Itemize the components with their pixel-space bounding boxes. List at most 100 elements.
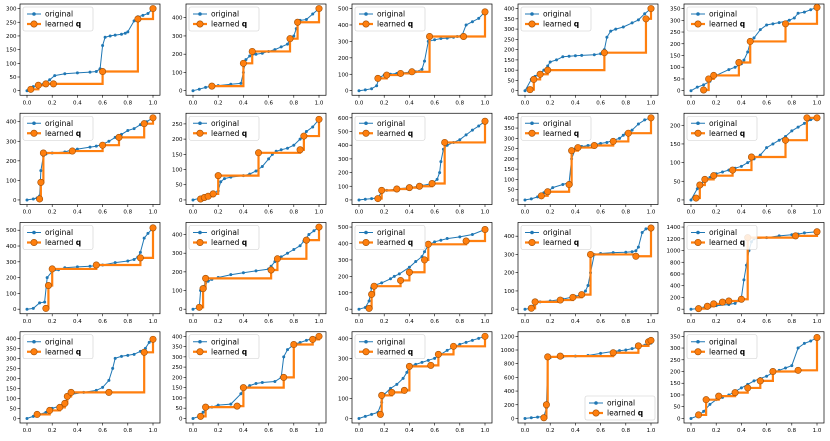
original-point <box>536 415 540 419</box>
learned-q-point <box>756 377 764 385</box>
y-tick-label: 600 <box>338 116 349 122</box>
learned-q-point <box>99 68 107 76</box>
x-tick-label: 0.6 <box>264 428 273 434</box>
learned-q-point <box>115 133 123 141</box>
original-point <box>286 348 289 352</box>
y-tick-label: 500 <box>338 7 349 13</box>
subplot-3: 0.0 0.2 0.4 0.6 0.8 1.0 0 100 200 300 400 500 origin… <box>338 3 493 106</box>
original-point <box>397 272 401 276</box>
y-tick-label: 0 <box>345 89 349 95</box>
legend-original-marker <box>530 121 534 126</box>
legend-learned-marker <box>30 239 38 247</box>
learned-q-point <box>365 304 373 312</box>
original-point <box>38 301 42 305</box>
axes-frame <box>683 112 825 205</box>
y-tick-label: 200 <box>504 271 515 277</box>
learned-q-point <box>556 352 564 360</box>
original-point <box>439 36 443 40</box>
original-point <box>689 307 693 311</box>
learned-q-point <box>731 389 739 397</box>
x-tick-label: 0.4 <box>737 100 746 106</box>
subplot-16: 0.0 0.2 0.4 0.6 0.8 1.0 0 50 100 150 200 250 300 350 4… <box>6 331 161 434</box>
original-point <box>223 177 226 181</box>
legend-original-label: original <box>211 337 239 346</box>
original-point <box>644 227 648 231</box>
original-point <box>765 146 769 150</box>
learned-q-point <box>383 71 391 79</box>
axes-frame <box>19 331 161 424</box>
original-point <box>464 23 468 27</box>
x-tick-label: 0.6 <box>762 210 771 216</box>
original-point <box>389 277 392 281</box>
original-point <box>126 353 130 357</box>
learned-q-point <box>481 117 489 125</box>
original-point <box>201 410 205 414</box>
original-point <box>592 53 596 57</box>
learned-q-point <box>426 32 434 40</box>
learned-q-point <box>388 388 396 396</box>
learned-q-point <box>42 304 50 312</box>
y-tick-label: 200 <box>504 403 515 409</box>
y-tick-label: 500 <box>338 130 349 136</box>
original-point <box>307 233 311 237</box>
learned-q-point <box>209 190 217 198</box>
learned-q-point <box>315 223 323 231</box>
legend-learned-label: learned q <box>543 129 579 138</box>
learned-q-point <box>233 402 241 410</box>
x-tick-label: 0.8 <box>621 428 630 434</box>
learned-q-point <box>813 333 821 341</box>
axes-frame <box>683 222 825 315</box>
learned-q-point <box>542 401 550 409</box>
learned-q-point <box>92 261 100 269</box>
original-point <box>363 88 367 92</box>
y-tick-label: 800 <box>670 260 681 266</box>
axes-frame <box>185 112 327 205</box>
x-tick-label: 0.2 <box>380 210 389 216</box>
learned-q-point <box>434 350 442 358</box>
y-tick-label: 0 <box>511 198 515 204</box>
y-tick-label: 500 <box>338 225 349 231</box>
subplot-4: 0.0 0.2 0.4 0.6 0.8 1.0 0 50 100 150 200 250 300 350 4… <box>504 3 659 106</box>
legend-learned-marker <box>528 129 536 137</box>
x-tick-label: 0.8 <box>455 100 464 106</box>
learned-q-step-line <box>211 8 321 88</box>
learned-q-point <box>647 5 655 13</box>
original-point <box>370 87 374 91</box>
original-point <box>477 124 481 128</box>
original-point <box>689 89 693 93</box>
y-tick-label: 300 <box>338 258 349 264</box>
x-tick-label: 0.4 <box>737 428 746 434</box>
learned-q-point <box>530 75 538 83</box>
learned-q-point <box>36 195 44 203</box>
original-point <box>25 198 29 202</box>
learned-q-point <box>702 396 710 404</box>
learned-q-point <box>632 252 640 260</box>
x-tick-label: 0.6 <box>430 210 439 216</box>
original-point <box>248 54 252 58</box>
x-tick-label: 0.0 <box>355 428 364 434</box>
original-point <box>435 177 439 181</box>
original-point <box>260 381 264 385</box>
learned-q-point <box>149 224 157 232</box>
legend-learned-label: learned q <box>377 347 413 356</box>
y-tick-label: 1200 <box>667 237 681 243</box>
y-tick-label: 100 <box>338 184 349 190</box>
learned-q-point <box>481 226 489 234</box>
original-point <box>113 261 117 265</box>
y-tick-label: 0 <box>179 198 183 204</box>
original-point <box>147 340 151 344</box>
y-tick-label: 0 <box>677 198 681 204</box>
original-point <box>438 171 442 175</box>
x-tick-label: 0.0 <box>687 210 696 216</box>
learned-q-point <box>37 178 45 186</box>
learned-q-point <box>27 85 35 93</box>
y-tick-label: 200 <box>338 274 349 280</box>
original-point <box>787 18 791 22</box>
y-tick-label: 50 <box>10 406 17 412</box>
original-point <box>523 416 527 420</box>
original-point <box>204 85 208 89</box>
learned-q-point <box>408 68 416 76</box>
